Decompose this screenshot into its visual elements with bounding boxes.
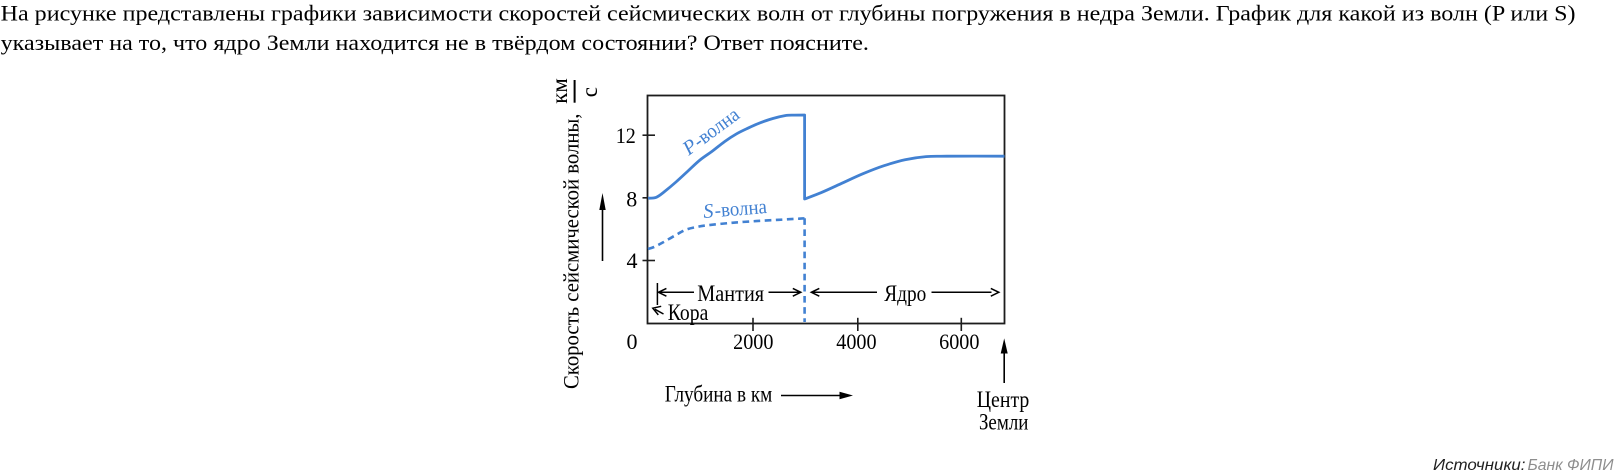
svg-text:Банк ФИПИ: Банк ФИПИ: [1528, 457, 1615, 474]
svg-text:с: с: [577, 87, 602, 97]
svg-text:4000: 4000: [836, 329, 876, 354]
svg-text:км: км: [547, 78, 572, 104]
svg-text:4: 4: [627, 248, 638, 273]
svg-text:Скорость сейсмической волны,: Скорость сейсмической волны,: [560, 114, 584, 390]
svg-text:указывает на то, что ядро Земл: указывает на то, что ядро Земли находитс…: [1, 31, 869, 56]
svg-text:-волна: -волна: [714, 196, 768, 222]
svg-text:12: 12: [616, 123, 636, 148]
svg-text:0: 0: [627, 329, 638, 354]
svg-text:Ядро: Ядро: [884, 281, 926, 307]
svg-text:8: 8: [626, 187, 637, 212]
svg-text:Земли: Земли: [979, 409, 1029, 435]
svg-text:Глубина в км: Глубина в км: [665, 380, 773, 406]
svg-text:S: S: [702, 200, 714, 223]
svg-text:Центр: Центр: [977, 387, 1030, 413]
svg-text:Кора: Кора: [668, 300, 709, 326]
svg-text:6000: 6000: [939, 329, 979, 354]
svg-text:Мантия: Мантия: [697, 281, 764, 307]
svg-text:2000: 2000: [733, 329, 773, 354]
svg-text:На рисунке представлены график: На рисунке представлены графики зависимо…: [1, 1, 1576, 26]
svg-text:Источники:: Источники:: [1433, 457, 1526, 474]
